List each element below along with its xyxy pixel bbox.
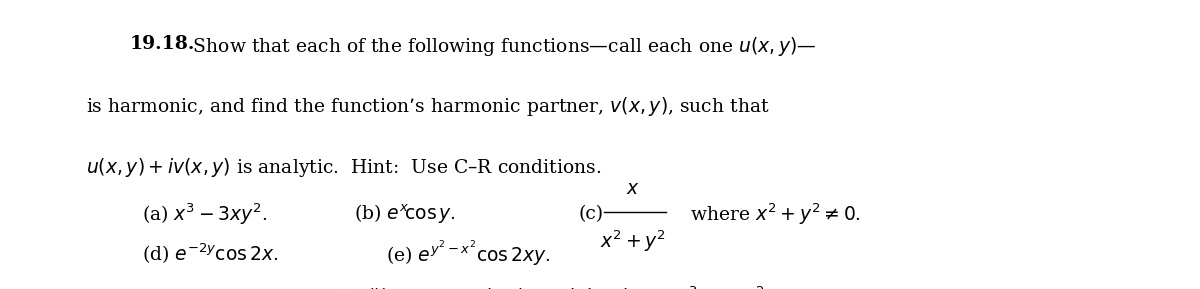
Text: (e) $e^{y^2-x^2}\cos 2xy$.: (e) $e^{y^2-x^2}\cos 2xy$. <box>386 240 551 268</box>
Text: (f) $e^x(x\cos y - y\sin y) + 2\sinh y\sin x + x^3 - 3xy^2 + y$.: (f) $e^x(x\cos y - y\sin y) + 2\sinh y\s… <box>330 285 805 289</box>
Text: $x^2+y^2$: $x^2+y^2$ <box>600 228 665 254</box>
Text: is harmonic, and find the function’s harmonic partner, $v(x,y)$, such that: is harmonic, and find the function’s har… <box>86 95 770 118</box>
Text: 19.18.: 19.18. <box>130 35 194 53</box>
Text: Show that each of the following functions—call each one $u(x,y)$—: Show that each of the following function… <box>187 35 817 58</box>
Text: (c): (c) <box>578 205 604 223</box>
Text: (d) $e^{-2y}\cos 2x$.: (d) $e^{-2y}\cos 2x$. <box>142 242 278 266</box>
Text: (b) $e^x\!\cos y$.: (b) $e^x\!\cos y$. <box>354 202 456 225</box>
Text: where $x^2 + y^2 \neq 0$.: where $x^2 + y^2 \neq 0$. <box>690 201 862 227</box>
Text: (a) $x^3 - 3xy^2$.: (a) $x^3 - 3xy^2$. <box>142 201 268 227</box>
Text: $u(x,y)+iv(x,y)$ is analytic.  Hint:  Use C–R conditions.: $u(x,y)+iv(x,y)$ is analytic. Hint: Use … <box>86 156 602 179</box>
Text: $x$: $x$ <box>625 180 640 198</box>
